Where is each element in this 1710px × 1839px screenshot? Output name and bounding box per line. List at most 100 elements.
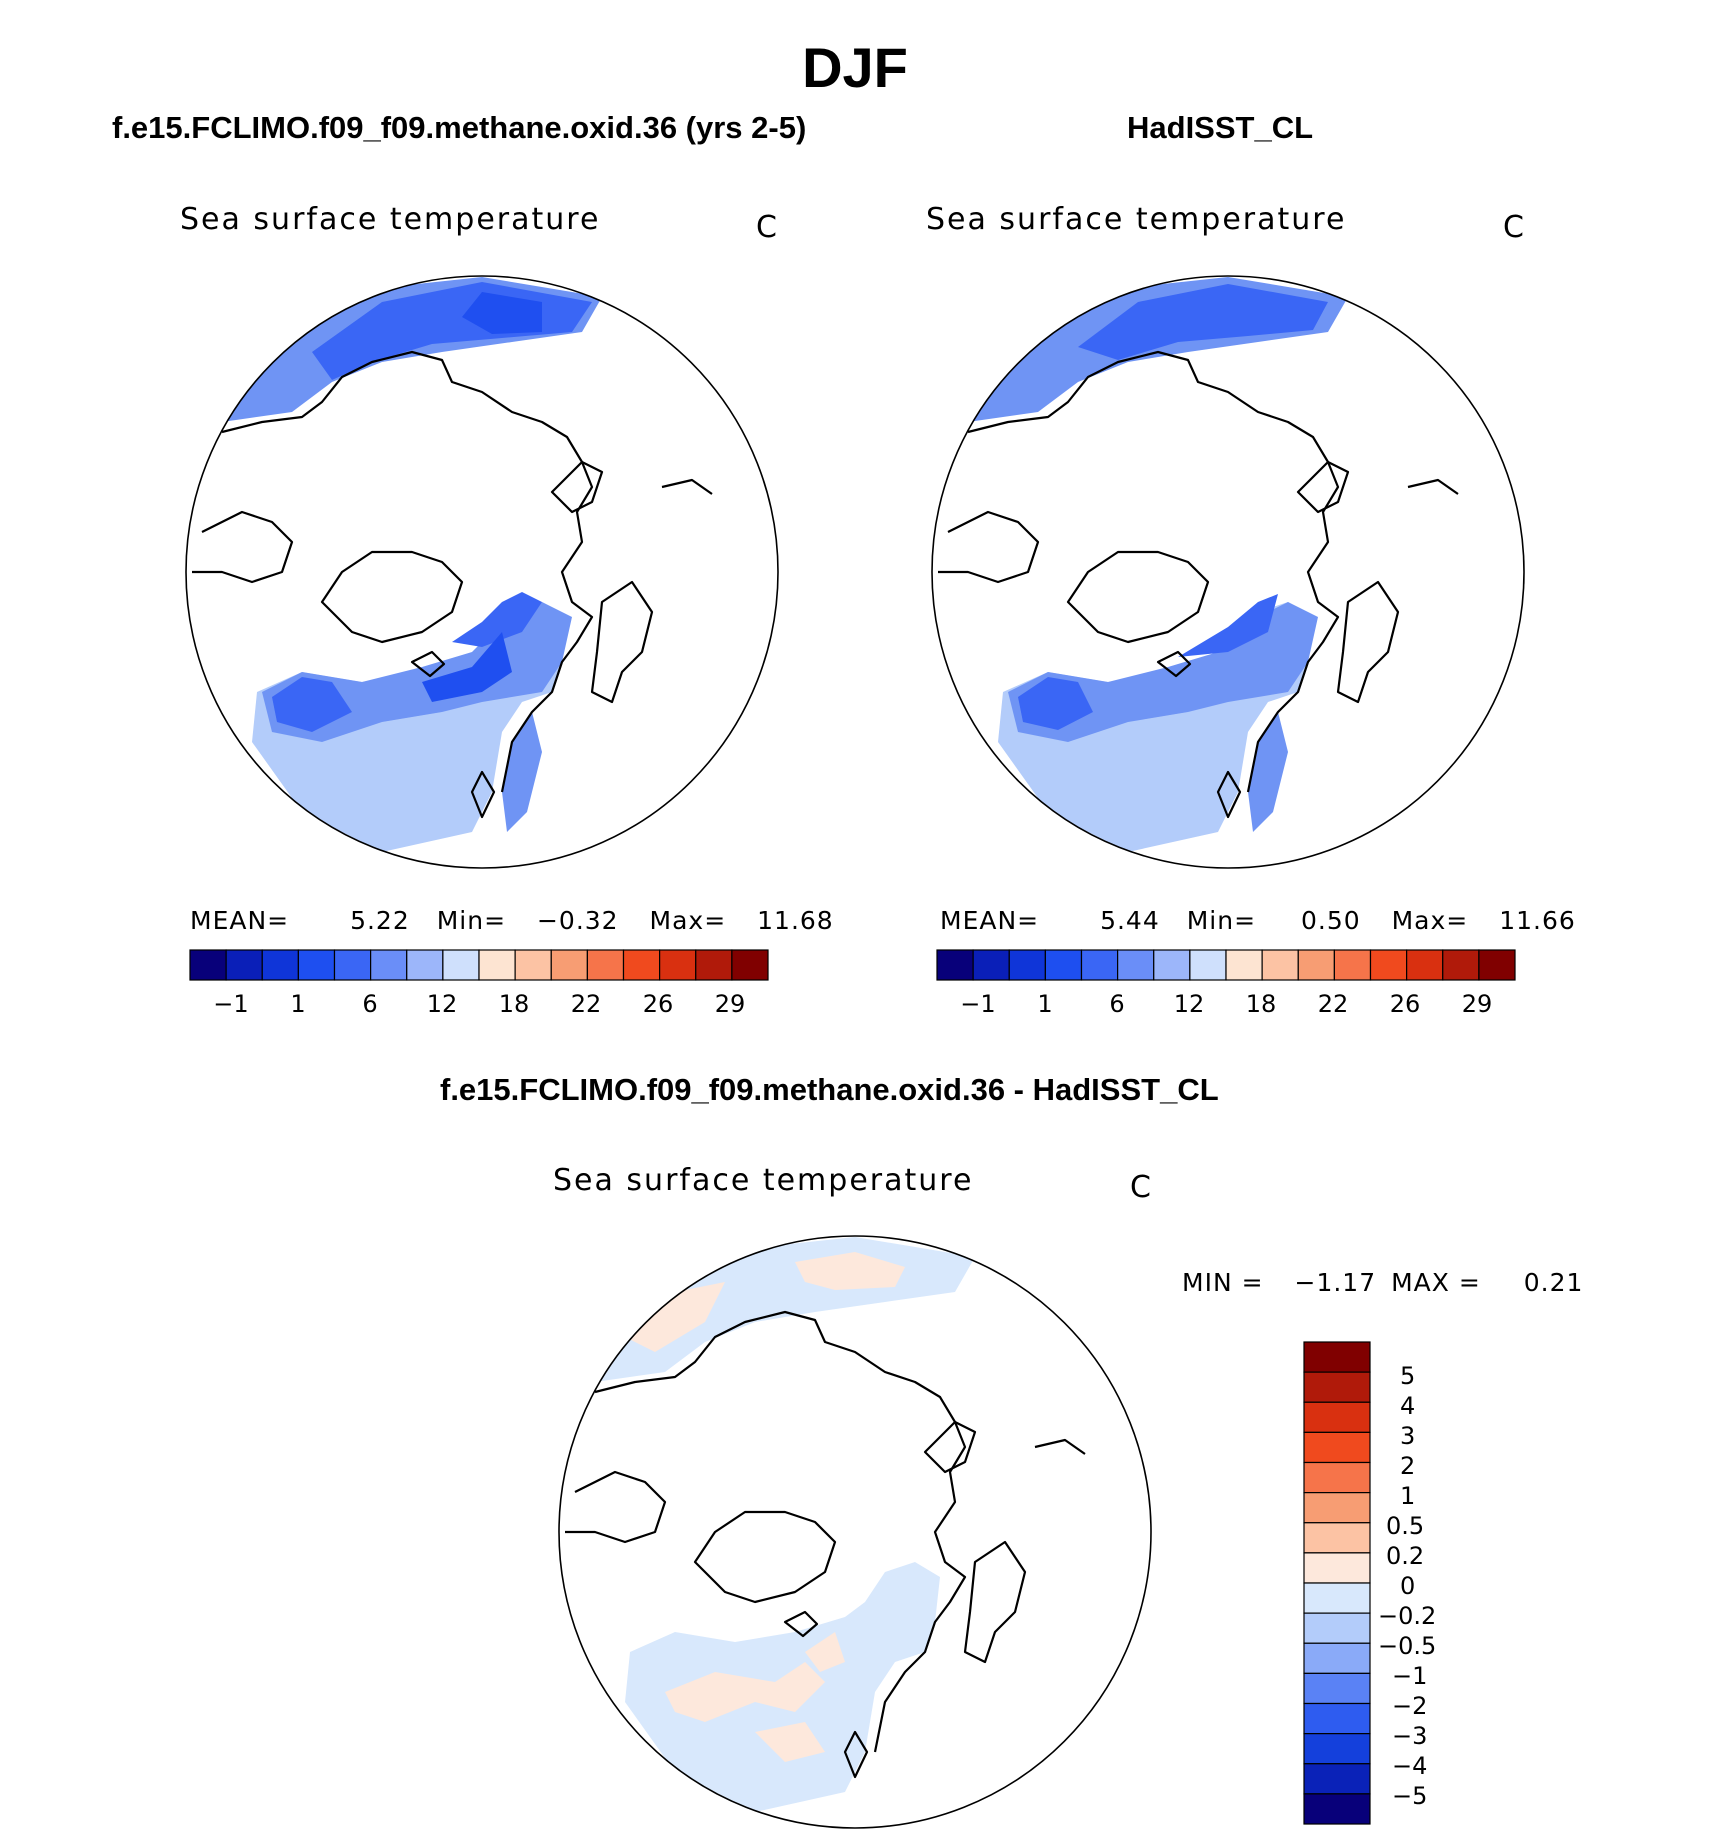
max-value: 11.68 <box>757 906 834 935</box>
colorbar-tick: 26 <box>1389 990 1421 1018</box>
mean-label: MEAN= <box>190 906 290 935</box>
colorbar-tick: 18 <box>1245 990 1277 1018</box>
colorbar-swatch <box>586 949 625 981</box>
colorbar-tick: 0.5 <box>1386 1512 1425 1540</box>
colorbar-tick: 22 <box>570 990 602 1018</box>
colorbar-model <box>189 949 769 981</box>
colorbar-swatch <box>1008 949 1046 981</box>
colorbar-swatch <box>1333 949 1372 981</box>
colorbar-swatch <box>333 949 372 981</box>
colorbar-swatch <box>1303 1341 1371 1373</box>
max-label: MAX = <box>1391 1268 1481 1297</box>
colorbar-swatch <box>1303 1702 1371 1735</box>
min-label: MIN = <box>1182 1268 1264 1297</box>
colorbar-swatch <box>1406 949 1444 981</box>
colorbar-swatch <box>478 949 516 981</box>
polar-map-obs <box>931 275 1525 869</box>
colorbar-swatch <box>1303 1492 1371 1524</box>
min-value: −0.32 <box>536 906 619 935</box>
max-value: 11.66 <box>1499 906 1576 935</box>
colorbar-tick: −0.5 <box>1378 1632 1437 1660</box>
colorbar-tick: 12 <box>1173 990 1205 1018</box>
colorbar-swatch <box>225 949 263 981</box>
colorbar-swatch <box>1303 1371 1371 1403</box>
polar-map-model <box>185 275 779 869</box>
colorbar-swatch <box>1303 1763 1371 1795</box>
colorbar-tick: −1 <box>1392 1662 1428 1690</box>
colorbar-tick: 12 <box>426 990 458 1018</box>
colorbar-swatch <box>514 949 552 981</box>
colorbar-tick: 26 <box>642 990 674 1018</box>
colorbar-swatch <box>1225 949 1263 981</box>
variable-label-diff: Sea surface temperature <box>553 1163 974 1198</box>
colorbar-swatch <box>1080 949 1119 981</box>
min-value: −1.17 <box>1294 1268 1377 1297</box>
polar-map-diff <box>558 1235 1152 1829</box>
colorbar-swatch <box>189 949 227 981</box>
colorbar-swatch <box>1117 949 1155 981</box>
colorbar-swatch <box>1303 1461 1371 1494</box>
colorbar-swatch <box>406 949 444 981</box>
colorbar-swatch <box>972 949 1010 981</box>
colorbar-tick: −1 <box>213 990 249 1018</box>
units-label-obs: C <box>1503 210 1524 245</box>
colorbar-obs <box>936 949 1516 981</box>
colorbar-swatch <box>1303 1672 1371 1705</box>
colorbar-tick: 0 <box>1400 1572 1416 1600</box>
colorbar-tick: 18 <box>498 990 530 1018</box>
colorbar-ticks-obs: −1 1 6 12 18 22 26 29 <box>937 990 1515 1024</box>
variable-label-model: Sea surface temperature <box>180 202 601 237</box>
colorbar-swatch <box>1478 949 1516 981</box>
colorbar-swatch <box>550 949 588 981</box>
figure-title: DJF <box>802 36 908 99</box>
colorbar-swatch <box>1303 1522 1371 1554</box>
colorbar-swatch <box>1303 1431 1371 1464</box>
colorbar-tick: 1 <box>1400 1482 1416 1510</box>
colorbar-tick: 22 <box>1317 990 1349 1018</box>
colorbar-swatch <box>1297 949 1335 981</box>
colorbar-tick: 3 <box>1400 1422 1416 1450</box>
mean-value: 5.44 <box>1100 906 1160 935</box>
colorbar-tick: 1 <box>1037 990 1053 1018</box>
colorbar-ticks-diff: 5 4 3 2 1 0.5 0.2 0 −0.2 −0.5 −1 −2 −3 −… <box>1378 1342 1484 1824</box>
colorbar-swatch <box>731 949 769 981</box>
colorbar-swatch <box>1303 1642 1371 1674</box>
colorbar-tick: 4 <box>1400 1392 1416 1420</box>
min-label: Min= <box>1186 906 1257 935</box>
colorbar-swatch <box>1189 949 1227 981</box>
colorbar-tick: −1 <box>960 990 996 1018</box>
colorbar-swatch <box>1303 1733 1371 1765</box>
colorbar-swatch <box>659 949 697 981</box>
colorbar-swatch <box>1303 1552 1371 1584</box>
min-value: 0.50 <box>1300 906 1361 935</box>
colorbar-tick: 6 <box>362 990 378 1018</box>
colorbar-swatch <box>261 949 299 981</box>
colorbar-swatch <box>297 949 336 981</box>
variable-label-obs: Sea surface temperature <box>926 202 1347 237</box>
colorbar-swatch <box>1369 949 1408 981</box>
panel-title-model: f.e15.FCLIMO.f09_f09.methane.oxid.36 (yr… <box>112 110 807 145</box>
colorbar-tick: 29 <box>1461 990 1493 1018</box>
colorbar-swatch <box>1442 949 1480 981</box>
mean-label: MEAN= <box>940 906 1040 935</box>
colorbar-diff <box>1303 1341 1371 1825</box>
mean-value: 5.22 <box>350 906 410 935</box>
colorbar-tick: −4 <box>1392 1752 1428 1780</box>
colorbar-swatch <box>1303 1612 1371 1644</box>
stats-model: MEAN= 5.22 Min= −0.32 Max= 11.68 <box>190 906 834 935</box>
colorbar-tick: 5 <box>1400 1362 1416 1390</box>
colorbar-tick: 29 <box>714 990 746 1018</box>
colorbar-tick: −5 <box>1392 1782 1428 1810</box>
colorbar-tick: −2 <box>1392 1692 1428 1720</box>
max-value: 0.21 <box>1523 1268 1584 1297</box>
colorbar-swatch <box>695 949 733 981</box>
colorbar-tick: 6 <box>1109 990 1125 1018</box>
units-label-model: C <box>756 210 777 245</box>
stats-diff: MIN = −1.17 MAX = 0.21 <box>1182 1268 1583 1297</box>
units-label-diff: C <box>1130 1170 1151 1205</box>
colorbar-ticks-model: −1 1 6 12 18 22 26 29 <box>190 990 768 1024</box>
colorbar-swatch <box>370 949 408 981</box>
max-label: Max= <box>1391 906 1469 935</box>
colorbar-tick: 0.2 <box>1386 1542 1425 1570</box>
colorbar-swatch <box>1044 949 1083 981</box>
